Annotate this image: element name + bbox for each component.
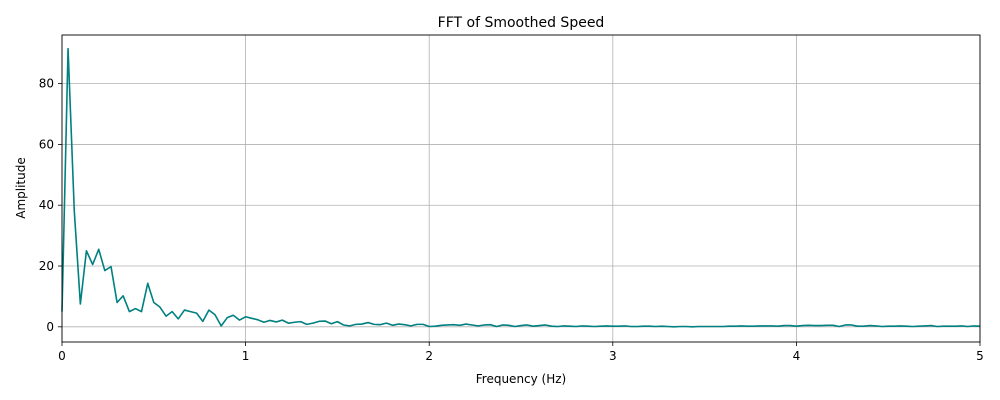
x-tick-label: 1 bbox=[242, 349, 250, 363]
x-axis-ticks: 0 1 2 3 4 5 bbox=[58, 342, 984, 363]
x-tick-label: 5 bbox=[976, 349, 984, 363]
y-tick-label: 0 bbox=[46, 320, 54, 334]
plot-frame bbox=[61, 34, 981, 343]
y-tick-label: 80 bbox=[39, 77, 54, 91]
y-tick-label: 20 bbox=[39, 259, 54, 273]
y-axis-ticks: 0 20 40 60 80 bbox=[39, 77, 62, 334]
x-axis-label: Frequency (Hz) bbox=[476, 372, 567, 386]
series-line bbox=[61, 47, 981, 328]
y-tick-label: 60 bbox=[39, 137, 54, 151]
y-axis-label: Amplitude bbox=[14, 157, 28, 219]
grid-lines bbox=[61, 35, 981, 342]
x-tick-label: 0 bbox=[58, 349, 66, 363]
chart-title: FFT of Smoothed Speed bbox=[438, 15, 605, 31]
x-tick-label: 2 bbox=[425, 349, 433, 363]
x-tick-label: 3 bbox=[609, 349, 617, 363]
y-tick-label: 40 bbox=[39, 198, 54, 212]
x-tick-label: 4 bbox=[793, 349, 801, 363]
